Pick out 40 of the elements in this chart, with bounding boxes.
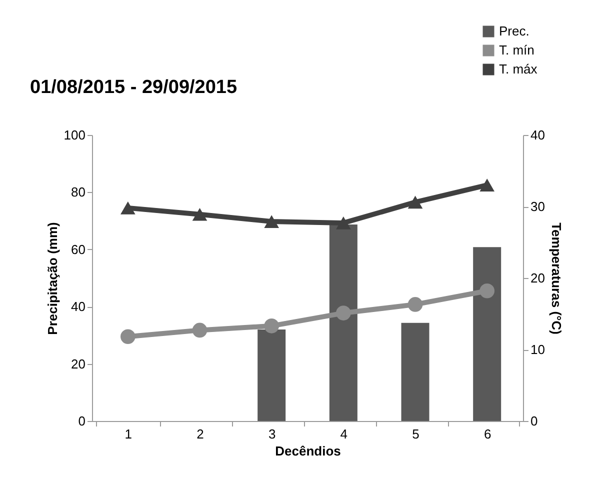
- y-tick-label: 80: [71, 184, 86, 200]
- legend-label: Prec.: [499, 24, 530, 38]
- x-tick-label: 1: [124, 426, 132, 442]
- x-tick-label: 4: [340, 426, 348, 442]
- y2-tick-label: 40: [530, 128, 545, 142]
- point: [192, 208, 208, 221]
- point: [120, 329, 136, 344]
- bar: [401, 322, 430, 421]
- point: [408, 196, 423, 209]
- legend-label: T. mín: [499, 42, 534, 58]
- y-tick-label: 20: [71, 356, 86, 372]
- x-tick-label: 6: [484, 426, 492, 442]
- y2-axis-title: Temperaturas (°C): [548, 222, 564, 334]
- bar: [329, 224, 358, 421]
- bar: [473, 247, 502, 421]
- y2-tick-label: 0: [530, 414, 538, 428]
- y2-tick-label: 20: [530, 270, 545, 286]
- y-axis-title: Precipitação (mm): [44, 222, 60, 335]
- point: [408, 297, 423, 312]
- x-tick-label: 5: [412, 426, 420, 442]
- legend-label: T. máx: [499, 62, 538, 76]
- point: [192, 322, 208, 338]
- point: [264, 215, 279, 228]
- point: [336, 216, 351, 230]
- point: [264, 318, 279, 334]
- y-tick-label: 60: [71, 242, 86, 257]
- bar: [258, 329, 286, 421]
- x-axis-title: Decêndios: [275, 444, 341, 458]
- point: [480, 283, 494, 298]
- y-tick-label: 40: [71, 299, 86, 314]
- point: [336, 306, 351, 320]
- chart-title: 01/08/2015 - 29/09/2015: [30, 77, 238, 98]
- y2-tick-label: 10: [530, 342, 545, 357]
- point: [480, 178, 494, 192]
- y2-tick-label: 30: [530, 199, 545, 214]
- y-tick-label: 100: [64, 128, 86, 142]
- y-tick-label: 0: [78, 414, 86, 428]
- x-tick-label: 3: [268, 426, 276, 442]
- point: [120, 202, 136, 214]
- x-tick-label: 2: [196, 426, 204, 442]
